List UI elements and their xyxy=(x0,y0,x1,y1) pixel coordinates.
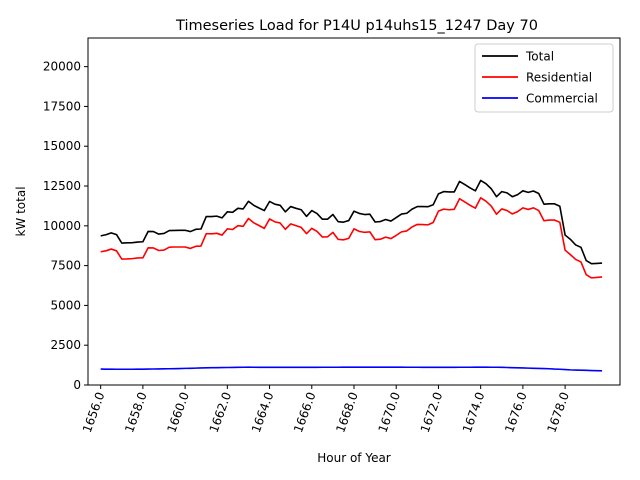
x-tick-label: 1674.0 xyxy=(460,390,488,434)
legend-label-residential: Residential xyxy=(526,71,592,85)
legend-label-commercial: Commercial xyxy=(526,92,598,106)
x-tick-label: 1664.0 xyxy=(249,390,277,434)
x-tick-label: 1656.0 xyxy=(80,390,108,434)
x-tick-label: 1676.0 xyxy=(502,390,530,434)
y-axis-label: kW total xyxy=(14,186,28,236)
x-tick-label: 1672.0 xyxy=(418,390,446,434)
x-tick-label: 1658.0 xyxy=(122,390,150,434)
x-tick-label: 1670.0 xyxy=(376,390,404,434)
y-tick-label: 0 xyxy=(73,378,81,392)
x-axis-label: Hour of Year xyxy=(317,451,391,465)
y-tick-label: 20000 xyxy=(43,60,81,74)
y-tick-label: 17500 xyxy=(43,99,81,113)
y-tick-label: 7500 xyxy=(50,259,81,273)
legend-box xyxy=(474,43,614,113)
y-tick-label: 2500 xyxy=(50,338,81,352)
x-tick-label: 1668.0 xyxy=(333,390,361,434)
series-line-residential xyxy=(100,197,603,279)
x-tick-label: 1660.0 xyxy=(164,390,192,434)
legend-label-total: Total xyxy=(525,50,554,64)
x-tick-label: 1666.0 xyxy=(291,390,319,434)
y-tick-label: 10000 xyxy=(43,219,81,233)
x-tick-label: 1678.0 xyxy=(544,390,572,434)
x-ticks: 1656.0 1658.0 1660.0 1662.0 1664.0 1666.0 1668… xyxy=(80,385,572,434)
series-line-commercial xyxy=(100,366,603,372)
x-tick-label: 1662.0 xyxy=(207,390,235,434)
series-layer xyxy=(100,179,603,372)
y-ticks: 0 2500 5000 7500 10000 12500 15000 17500 20000 xyxy=(43,60,88,392)
legend: Total Residential Commercial xyxy=(474,43,614,113)
series-line-total xyxy=(100,179,603,265)
y-tick-label: 12500 xyxy=(43,179,81,193)
chart-title: Timeseries Load for P14U p14uhs15_1247 D… xyxy=(175,18,538,34)
y-tick-label: 5000 xyxy=(50,298,81,312)
y-tick-label: 15000 xyxy=(43,139,81,153)
